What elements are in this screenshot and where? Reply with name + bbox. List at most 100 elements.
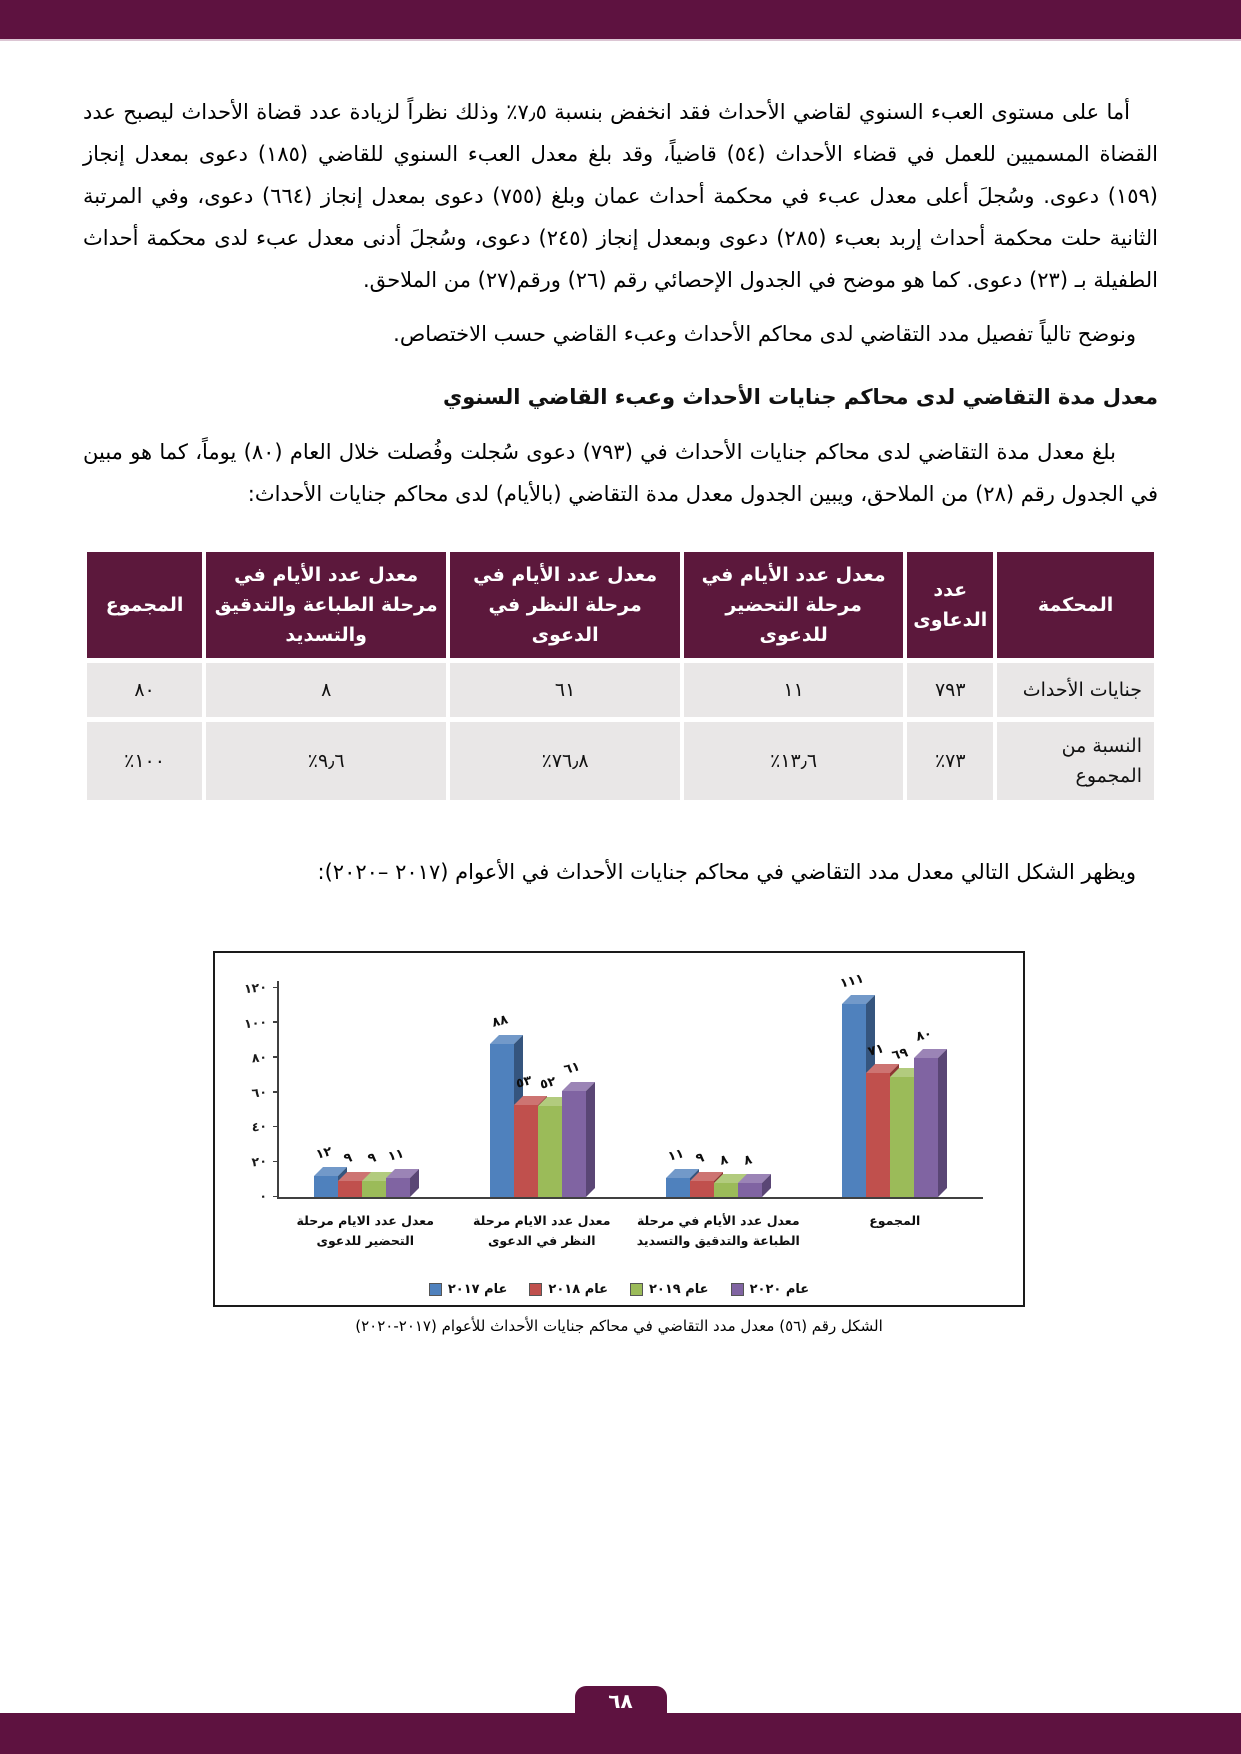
y-axis-tick-mark — [273, 986, 279, 988]
bar-2019: ٨ — [714, 1152, 747, 1197]
bar-value-label: ٨٨ — [490, 1012, 510, 1031]
bar-2017: ١١ — [666, 1146, 699, 1197]
table-row: جنايات الأحداث ٧٩٣ ١١ ٦١ ٨ ٨٠ — [87, 663, 1154, 717]
bar-side-face — [586, 1081, 595, 1197]
y-axis-tick-label: ٤٠ — [250, 1118, 268, 1135]
bar-value-label: ٨٠ — [914, 1025, 934, 1045]
legend-swatch — [428, 1283, 442, 1296]
y-axis-tick-mark — [273, 1160, 279, 1163]
bar-group: ١٢ ٩ ٩ ١١ — [314, 1144, 420, 1197]
y-axis-tick-label: ١٠٠ — [243, 1013, 268, 1032]
y-axis-tick-mark — [273, 1021, 279, 1023]
table-body: جنايات الأحداث ٧٩٣ ١١ ٦١ ٨ ٨٠ النسبة من المجمو… — [87, 663, 1154, 800]
y-axis-tick-mark — [273, 1056, 279, 1058]
bar-value-label: ٦٩ — [890, 1045, 910, 1064]
table-header-cell: معدل عدد الأيام في مرحلة النظر في الدعوى — [450, 552, 680, 658]
bar-value-label: ٦١ — [562, 1059, 582, 1078]
bar-group: ١١١ ٧١ ٦٩ ٨٠ — [838, 971, 948, 1197]
legend-label: عام ٢٠١٧ — [447, 1282, 508, 1297]
y-axis-tick-label: ٠ — [258, 1187, 268, 1204]
table-cell: جنايات الأحداث — [997, 663, 1154, 717]
bar-value-label: ١١١ — [838, 971, 865, 992]
y-axis-tick-mark — [273, 1125, 279, 1128]
bar-value-label: ١٢ — [314, 1144, 334, 1163]
y-axis-tick-mark — [273, 1091, 279, 1093]
bar-group: ٨٨ ٥٣ ٥٢ ٦١ — [490, 1012, 596, 1197]
bar-value-label: ٥٣ — [514, 1073, 534, 1092]
bar-2020: ٨ — [738, 1152, 771, 1197]
legend-item: عام ٢٠١٩ — [630, 1282, 709, 1297]
paragraph-annual-burden: أما على مستوى العبء السنوي لقاضي الأحداث… — [83, 100, 1159, 292]
bar-2017: ٨٨ — [490, 1012, 523, 1197]
bar-2020: ٦١ — [562, 1059, 595, 1197]
category-label: معدل عدد الأيام في مرحلة الطباعة والتدقي… — [636, 1213, 800, 1248]
bar-value-label: ١١ — [386, 1146, 406, 1165]
bar-group: ١١ ٩ ٨ ٨ — [666, 1146, 772, 1197]
y-axis-tick-label: ٨٠ — [250, 1048, 268, 1066]
legend-item: عام ٢٠١٧ — [428, 1282, 508, 1297]
table-cell: ٩٫٦٪ — [206, 722, 447, 800]
bar-2018: ٩ — [690, 1151, 723, 1197]
table-header-cell: المجموع — [87, 552, 203, 658]
bar-2017: ١٢ — [314, 1144, 347, 1197]
page-number-tab: ٦٨ — [574, 1686, 667, 1713]
table-cell: ٧٩٣ — [907, 663, 994, 717]
bar-value-label: ٩ — [341, 1150, 354, 1168]
table-cell: ٨ — [206, 663, 447, 717]
bar-2020: ٨٠ — [914, 1026, 947, 1197]
figure-caption: الشكل رقم (٥٦) معدل مدد التقاضي في محاكم… — [355, 1317, 883, 1335]
bar-value-label: ٧١ — [866, 1041, 886, 1061]
table-cell: ٦١ — [450, 663, 680, 717]
bar-value-label: ٩ — [365, 1150, 378, 1168]
chart-category-axis: معدل عدد الايام مرحلة التحضير للدعوى معدل… — [277, 1211, 983, 1251]
bar-chart: ٠ ٢٠ ٤٠ ٦٠ ٨٠ ١٠٠ ١٢٠ ١٢ ٩ ٩ ١١ ٨٨ ٥٣ ٥٢ ٦١ ١١ ٩ ٨ ٨ ١١١ ٧١ ٦… — [213, 951, 1025, 1307]
bar-2017: ١١١ — [838, 971, 875, 1197]
y-axis-tick-label: ٢٠ — [250, 1153, 268, 1170]
y-axis-tick-label: ٦٠ — [250, 1083, 268, 1100]
paragraph-figure-intro: ويظهر الشكل التالي معدل مدد التقاضي في م… — [317, 860, 1136, 884]
y-axis-tick-mark — [273, 1195, 279, 1197]
legend-label: عام ٢٠١٩ — [649, 1282, 709, 1297]
bar-value-label: ٨ — [717, 1152, 730, 1169]
legend-swatch — [730, 1283, 744, 1296]
bottom-maroon-band — [0, 1713, 1241, 1754]
table-cell: ٨٠ — [87, 663, 203, 717]
table-header-cell: المحكمة — [997, 552, 1154, 658]
table-header-cell: معدل عدد الأيام في مرحلة التحضير للدعوى — [683, 552, 904, 658]
bar-2019: ٦٩ — [890, 1045, 923, 1197]
category-label: معدل عدد الايام مرحلة التحضير للدعوى — [296, 1213, 434, 1248]
bar-2018: ٩ — [338, 1151, 371, 1197]
table-cell: النسبة من المجموع — [997, 722, 1154, 800]
bar-side-face — [938, 1048, 947, 1197]
legend-label: عام ٢٠٢٠ — [749, 1282, 810, 1297]
bar-2020: ١١ — [386, 1146, 419, 1197]
legend-swatch — [630, 1283, 643, 1296]
table-cell: ٧٣٪ — [907, 722, 994, 800]
top-maroon-band — [0, 0, 1241, 41]
bar-2018: ٥٣ — [514, 1073, 547, 1197]
bar-2019: ٩ — [362, 1151, 395, 1197]
bar-value-label: ٩ — [693, 1150, 706, 1168]
table-header-row: المحكمة عدد الدعاوى معدل عدد الأيام في مرح… — [87, 552, 1154, 658]
table-row: النسبة من المجموع ٧٣٪ ١٣٫٦٪ ٧٦٫٨٪ ٩٫٦٪ ١٠٠٪ — [87, 722, 1154, 800]
table-cell: ١٣٫٦٪ — [683, 722, 904, 800]
y-axis-tick-label: ١٢٠ — [243, 978, 268, 997]
page-number: ٦٨ — [608, 1689, 633, 1713]
paragraph-transition: ونوضح تالياً تفصيل مدد التقاضي لدى محاكم… — [393, 322, 1136, 346]
table-cell: ١٠٠٪ — [87, 722, 203, 800]
legend-item: عام ٢٠٢٠ — [730, 1282, 810, 1297]
bar-2018: ٧١ — [866, 1042, 899, 1197]
table-cell: ٧٦٫٨٪ — [450, 722, 680, 800]
bar-2019: ٥٢ — [538, 1075, 571, 1197]
table-header-cell: معدل عدد الأيام في مرحلة الطباعة والتدقي… — [206, 552, 447, 658]
section-heading: معدل مدة التقاضي لدى محاكم جنايات الأحدا… — [443, 385, 1158, 409]
bar-value-label: ١١ — [666, 1146, 686, 1165]
page-content: أما على مستوى العبء السنوي لقاضي الأحداث… — [83, 43, 1158, 1335]
chart-plot: ٠ ٢٠ ٤٠ ٦٠ ٨٠ ١٠٠ ١٢٠ ١٢ ٩ ٩ ١١ ٨٨ ٥٣ ٥٢ ٦١ ١١ ٩ ٨ ٨ ١١١ ٧١ ٦… — [243, 971, 983, 1204]
category-label: معدل عدد الايام مرحلة النظر في الدعوى — [473, 1213, 611, 1248]
table-header-cell: عدد الدعاوى — [907, 552, 994, 658]
table-cell: ١١ — [683, 663, 904, 717]
litigation-duration-table: المحكمة عدد الدعاوى معدل عدد الأيام في مرح… — [83, 547, 1158, 805]
paragraph-section-intro: بلغ معدل مدة التقاضي لدى محاكم جنايات ال… — [83, 440, 1158, 506]
